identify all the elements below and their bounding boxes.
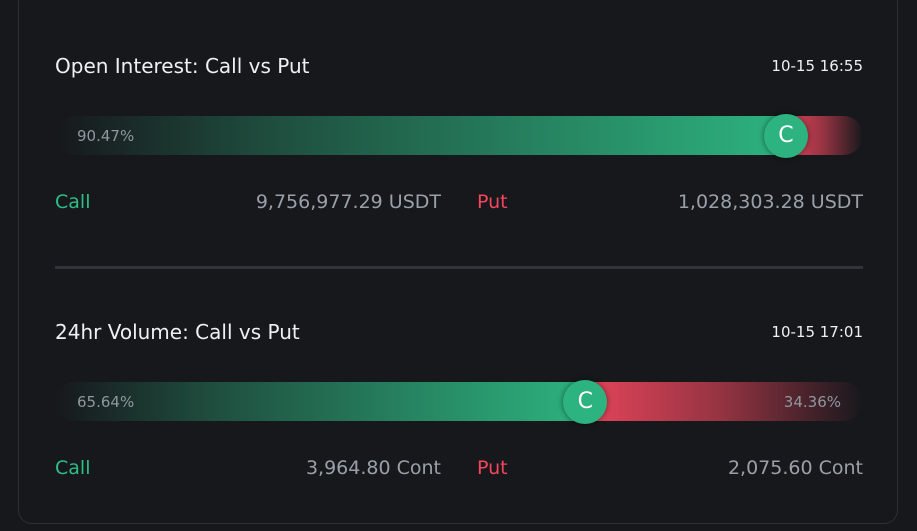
- call-percent: 90.47%: [77, 127, 135, 145]
- ratio-bar: 65.64% 34.36%: [55, 382, 863, 421]
- put-label: Put: [477, 191, 508, 213]
- panel-title: 24hr Volume: Call vs Put: [55, 320, 300, 344]
- separator: [55, 266, 863, 269]
- timestamp: 10-15 17:01: [771, 323, 863, 341]
- put-amount: 2,075.60 Cont: [727, 457, 863, 479]
- call-amount: 9,756,977.29 USDT: [255, 191, 441, 213]
- call-segment: [55, 382, 586, 421]
- put-segment: [585, 382, 863, 421]
- call-amount: 3,964.80 Cont: [305, 457, 441, 479]
- ratio-bar: 90.47%: [55, 116, 863, 155]
- call-percent: 65.64%: [77, 393, 135, 411]
- put-label: Put: [477, 457, 508, 479]
- call-label: Call: [55, 191, 91, 213]
- call-segment: [55, 116, 786, 155]
- panel-title: Open Interest: Call vs Put: [55, 54, 310, 78]
- ratio-knob: C: [563, 380, 608, 424]
- timestamp: 10-15 16:55: [771, 57, 863, 75]
- put-amount: 1,028,303.28 USDT: [677, 191, 863, 213]
- call-label: Call: [55, 457, 91, 479]
- card: [18, 0, 898, 524]
- put-percent: 34.36%: [783, 393, 841, 411]
- ratio-knob: C: [763, 114, 808, 158]
